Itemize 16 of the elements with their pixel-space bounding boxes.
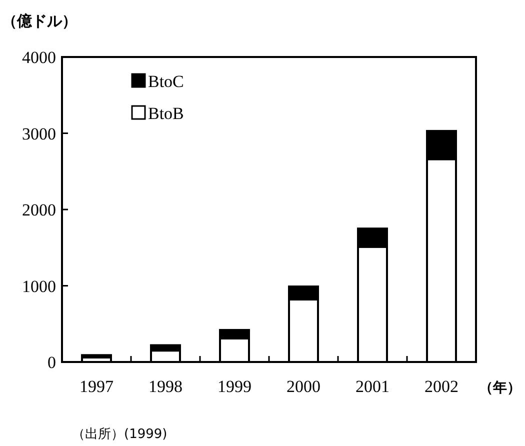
y-tick-label: 0 bbox=[48, 353, 56, 372]
x-tick-label: 1999 bbox=[218, 377, 252, 396]
legend-label: BtoC bbox=[148, 72, 184, 91]
text: （出所）(1999) bbox=[72, 427, 168, 442]
y-tick-label: 1000 bbox=[22, 276, 56, 296]
x-tick-label: 2001 bbox=[356, 377, 390, 396]
x-axis-title: （年） bbox=[479, 380, 521, 396]
y-tick-label: 2000 bbox=[22, 200, 56, 220]
x-tick-label: 1997 bbox=[80, 377, 114, 396]
legend-label: BtoB bbox=[148, 104, 184, 123]
x-tick-label: 2002 bbox=[424, 377, 458, 396]
y-axis-title: （億ドル） bbox=[2, 12, 77, 30]
x-tick-label: 1998 bbox=[148, 377, 182, 396]
y-tick-label: 4000 bbox=[22, 48, 56, 67]
y-tick-label: 3000 bbox=[22, 124, 56, 144]
x-tick-label: 2000 bbox=[286, 377, 320, 396]
